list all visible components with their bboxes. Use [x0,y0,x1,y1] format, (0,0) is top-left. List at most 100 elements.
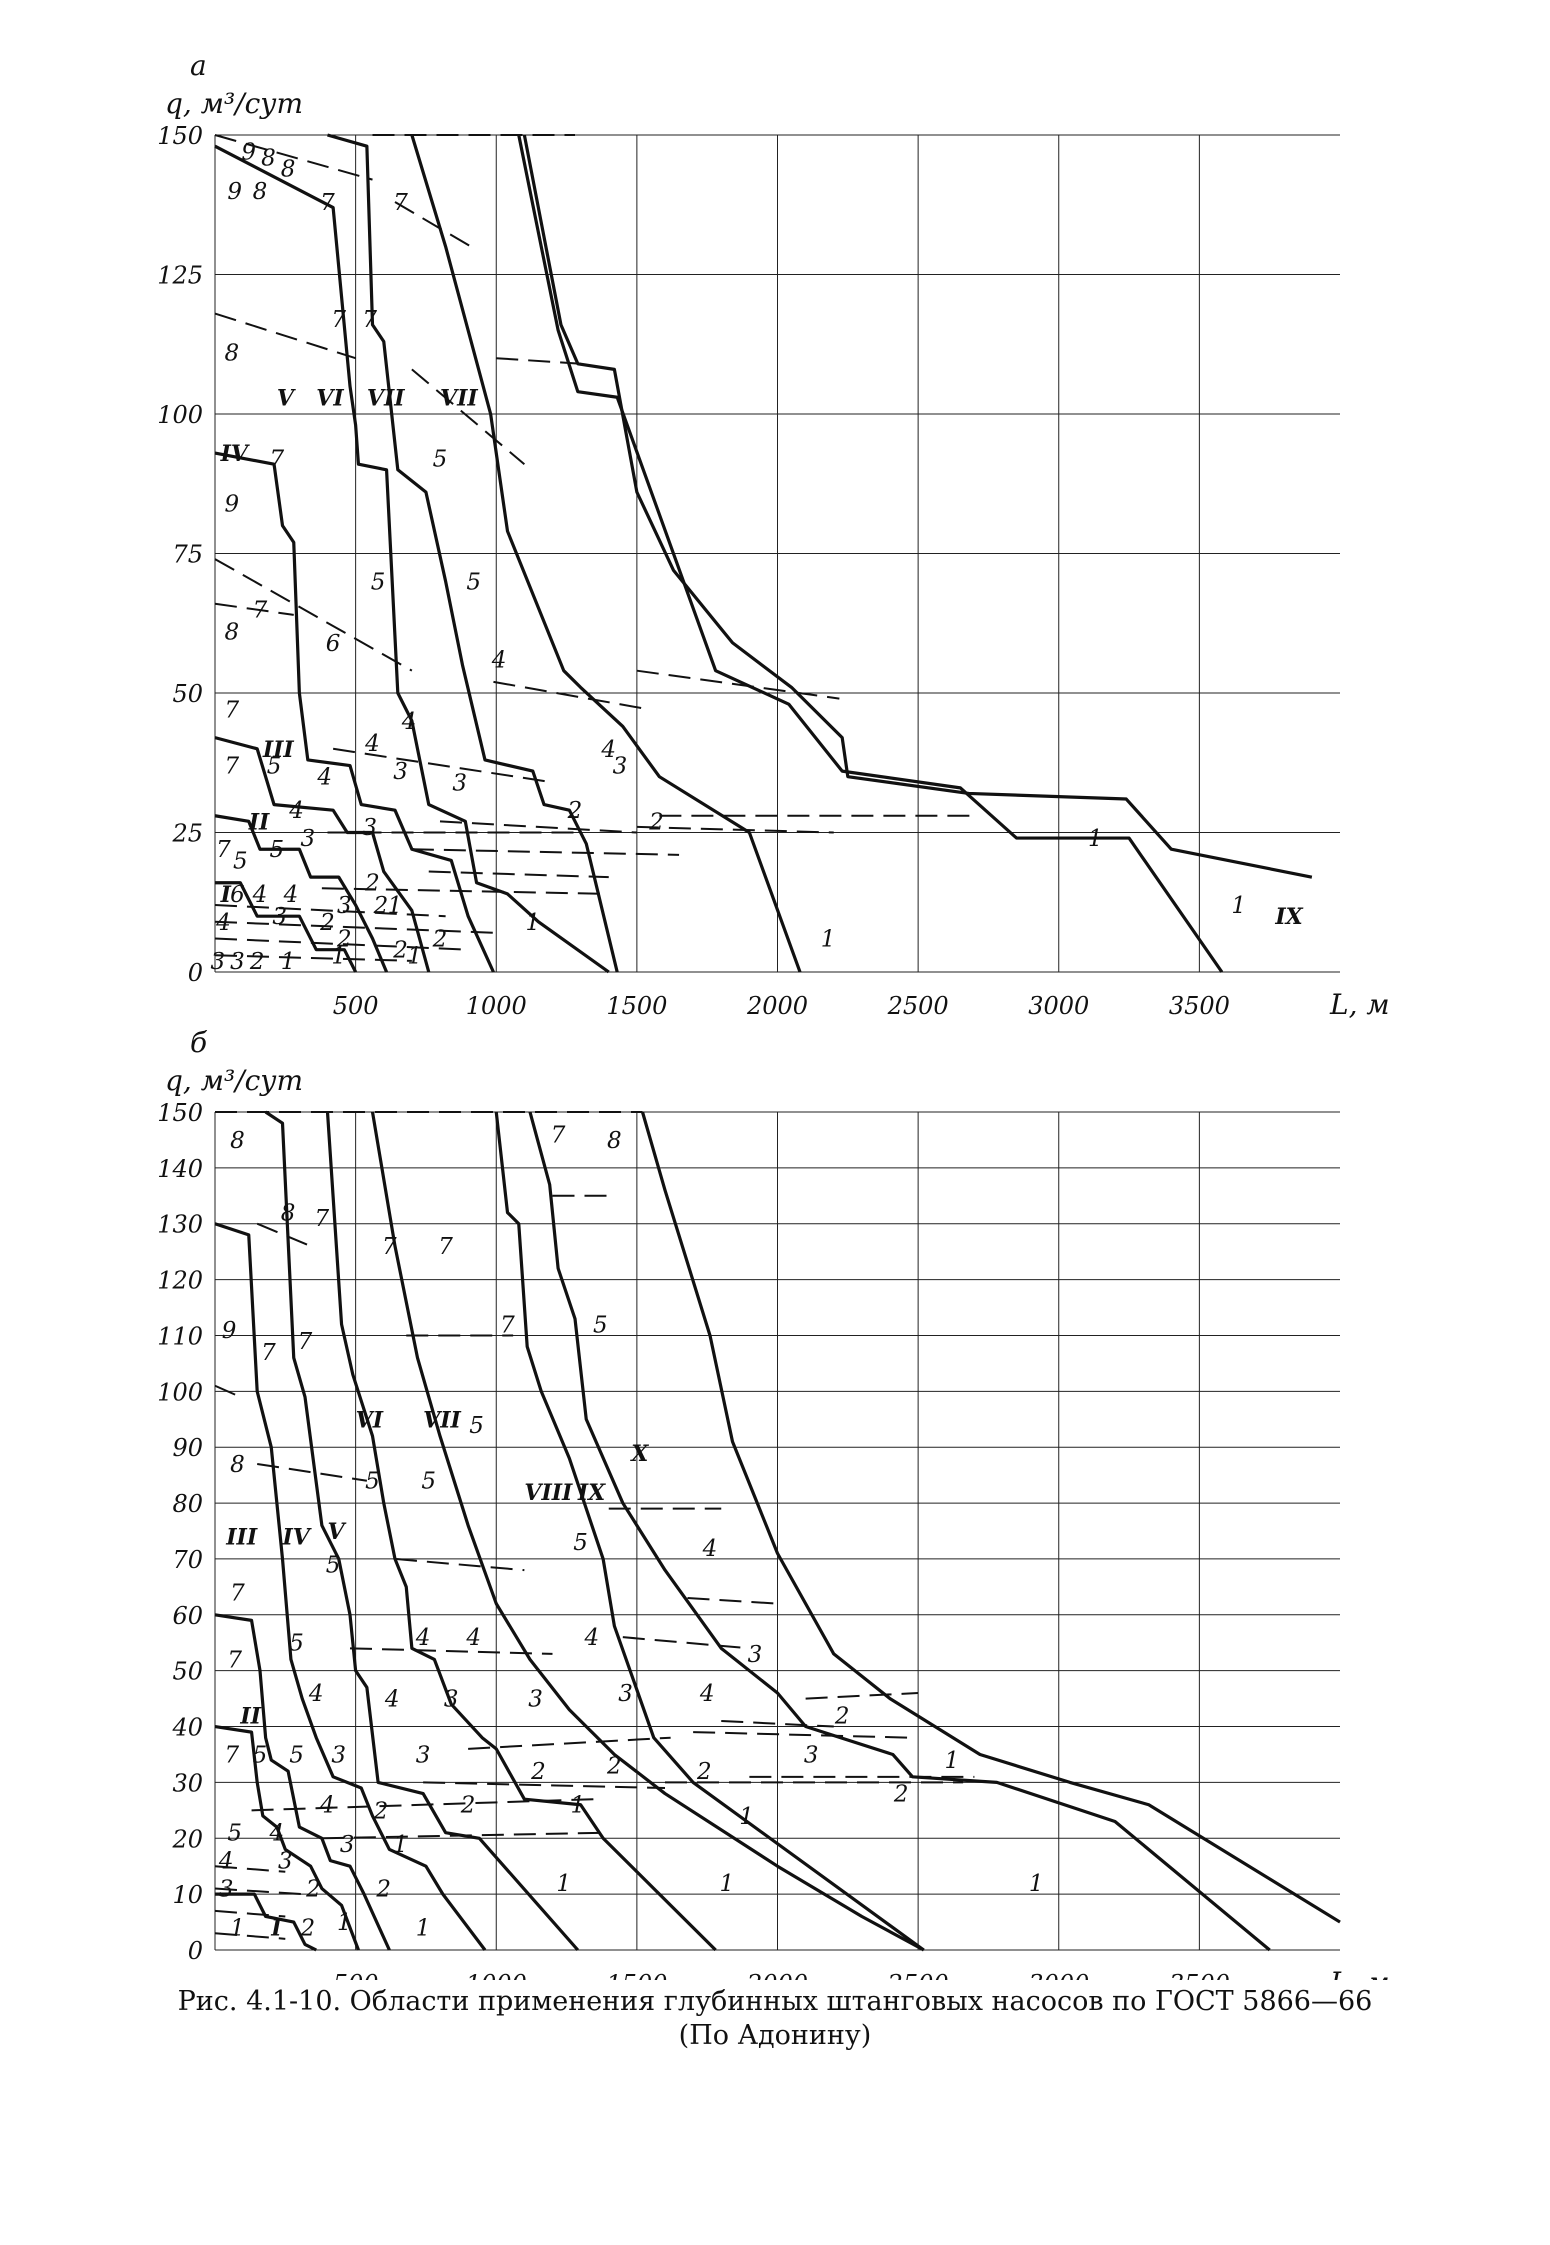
y-tick-label: 90 [172,1434,203,1462]
boundary-line-VIII [494,1111,925,1952]
zone-label: 5 [270,837,285,863]
zone-label: 7 [216,837,231,863]
zone-label: 2 [336,927,352,953]
zone-label: 3 [804,1742,819,1768]
x-tick-label: 2500 [887,1970,949,1980]
x-tick-label: 500 [333,992,379,1020]
dashed-boundary [214,1909,286,1918]
zone-label: 2 [893,1782,909,1808]
y-tick-label: 125 [157,262,203,290]
zone-label: 3 [210,949,225,975]
x-tick-label: 2000 [746,1970,808,1980]
zone-label: 4 [252,882,268,908]
dashed-boundary [636,669,840,700]
roman-label: VII [440,385,478,411]
y-tick-label: 50 [172,680,203,708]
dashed-boundary [214,1887,303,1896]
zone-label: 5 [289,1631,304,1657]
zone-label: 9 [227,179,242,205]
x-tick-label: 3000 [1028,992,1089,1020]
roman-label: IX [1274,904,1303,930]
dashed-boundary [439,820,637,834]
boundary-line-II [214,814,389,973]
dashed-boundary [214,134,373,181]
y-tick-label: 40 [171,1714,203,1742]
roman-label: IX [577,1480,606,1506]
y-tick-label: 100 [157,401,203,429]
zone-label: 3 [300,826,315,852]
zone-label: 2 [375,1877,391,1903]
dashed-boundary [214,1932,286,1940]
zone-label: 9 [225,491,240,517]
zone-label: 7 [331,307,346,333]
zone-label: 1 [1088,826,1103,852]
dashed-boundary [214,937,469,951]
roman-label: III [225,1525,258,1551]
zone-label: 1 [1231,893,1246,919]
roman-label: VI [356,1407,384,1433]
zone-label: 4 [415,1625,431,1651]
boundary-line-X [640,1111,1341,1924]
zone-label: 2 [567,798,583,824]
zone-label: 1 [821,927,836,953]
zone-label: 7 [362,307,377,333]
zone-label: 1 [407,943,422,969]
zone-label: 3 [528,1687,543,1713]
zone-label: 5 [233,848,248,874]
zone-label: 2 [392,938,408,964]
zone-label: 7 [261,1340,276,1366]
zone-label: 2 [305,1877,321,1903]
zone-label: 1 [945,1748,960,1774]
boundary-line-III [214,1613,391,1951]
zone-label: 2 [834,1703,850,1729]
zone-label: 7 [227,1647,242,1673]
y-tick-label: 70 [172,1546,203,1574]
zone-label: 4 [384,1687,400,1713]
zone-label: 5 [253,1742,268,1768]
zone-label: 1 [570,1793,585,1819]
zone-label: 3 [393,759,408,785]
y-tick-label: 20 [171,1825,203,1853]
dashed-boundary [394,1557,525,1572]
y-tick-label: 0 [188,959,203,987]
figure-caption: Рис. 4.1-10. Области применения глубинны… [0,1985,1550,2053]
zone-label: 7 [382,1234,397,1260]
roman-label: VIII [524,1480,573,1506]
boundary-line-VIII [517,134,1224,973]
y-tick-label: 30 [172,1769,203,1797]
dashed-boundary [693,1731,913,1739]
zone-label: 2 [373,1798,389,1824]
roman-label: V [328,1519,347,1545]
x-tick-label: 3500 [1169,992,1230,1020]
dashed-boundary [332,747,553,784]
zone-label: 4 [316,765,332,791]
roman-label: X [629,1441,649,1467]
zone-label: 3 [618,1681,633,1707]
zone-label: 2 [373,893,389,919]
y-tick-label: 110 [157,1322,203,1350]
boundary-line-VI [327,133,619,973]
boundary-line-IV [214,451,495,973]
dashed-boundary [496,357,581,365]
zone-label: 4 [319,1793,335,1819]
panel-b-chart: 0 10 20 30 40 50 60 70 80 90 100 110 120 130 140 150 500… [157,1026,1389,1980]
zone-label: 1 [393,1832,408,1858]
y-tick-label: 50 [172,1658,203,1686]
boundary-line-IV [214,1222,487,1951]
zone-label: 7 [225,698,240,724]
dashed-boundary [394,201,472,248]
y-tick-label: 100 [157,1378,203,1406]
y-axis-label: q, м³/сут [165,87,303,120]
zone-label: 3 [613,754,628,780]
roman-label: II [248,809,270,835]
dashed-boundary [349,1647,553,1655]
zone-label: 9 [222,1318,237,1344]
dashed-boundary [214,954,412,962]
zone-label: 4 [218,1849,234,1875]
boundary-line-I [215,1892,317,1952]
zone-label: 7 [500,1312,515,1338]
roman-label: II [239,1703,261,1729]
boundary-line-V [264,1110,580,1952]
boundary-line-V [214,144,610,974]
zone-label: 2 [696,1759,712,1785]
